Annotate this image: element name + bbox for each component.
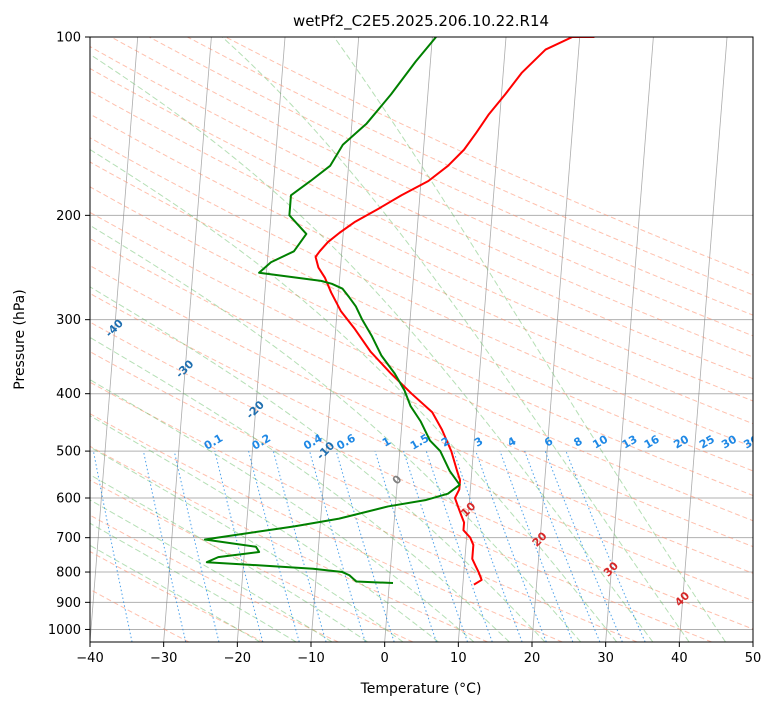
dry-adiabat-line bbox=[110, 37, 753, 337]
isotherm-line bbox=[163, 37, 212, 642]
moist-adiabat-line bbox=[90, 53, 654, 642]
dry-adiabat-line bbox=[148, 37, 753, 316]
plot-frame bbox=[89, 36, 754, 643]
moist-adiabat-line bbox=[333, 37, 726, 642]
dry-adiabat-line bbox=[90, 238, 753, 548]
isotherm-line bbox=[384, 37, 433, 642]
dry-adiabat-line bbox=[90, 514, 339, 642]
mixing-ratio-line bbox=[248, 450, 300, 642]
mixing-ratio-line bbox=[309, 450, 366, 642]
dewpoint-profile-line bbox=[203, 37, 461, 585]
y-tick-label: 900 bbox=[56, 596, 81, 611]
y-tick-label: 600 bbox=[56, 492, 81, 507]
dry-adiabat-line bbox=[90, 381, 638, 642]
y-tick-label: 400 bbox=[56, 387, 81, 402]
x-tick-label: 0 bbox=[381, 651, 389, 666]
y-tick-label: 500 bbox=[56, 445, 81, 460]
temperature-profile-line bbox=[314, 37, 595, 586]
dry-adiabat-line bbox=[90, 292, 753, 602]
x-tick-label: −10 bbox=[297, 651, 324, 666]
y-tick-label: 1000 bbox=[48, 623, 81, 638]
mixing-ratio-line bbox=[335, 450, 395, 642]
mixing-ratio-line bbox=[173, 450, 220, 642]
x-tick-label: 10 bbox=[450, 651, 467, 666]
x-tick-label: −30 bbox=[150, 651, 177, 666]
mixing-ratio-lines bbox=[92, 450, 646, 642]
mixing-ratio-line bbox=[374, 450, 437, 642]
mixing-ratio-line bbox=[425, 450, 493, 642]
mixing-ratio-line bbox=[272, 450, 327, 642]
mixing-ratio-line bbox=[92, 451, 133, 642]
moist-adiabat-line bbox=[90, 446, 404, 642]
moist-adiabat-line bbox=[90, 544, 261, 642]
moist-adiabat-line bbox=[90, 474, 368, 642]
x-tick-label: 20 bbox=[524, 651, 541, 666]
mixing-ratio-line bbox=[403, 450, 468, 642]
mixing-ratio-line bbox=[565, 450, 646, 642]
mixing-ratio-line bbox=[524, 450, 601, 642]
y-axis-label: Pressure (hPa) bbox=[12, 289, 28, 389]
x-tick-label: 30 bbox=[597, 651, 614, 666]
dry-adiabat-line bbox=[90, 479, 414, 642]
x-tick-label: −20 bbox=[224, 651, 251, 666]
x-tick-label: 50 bbox=[745, 651, 762, 666]
x-axis-label: Temperature (°C) bbox=[360, 681, 482, 697]
isotherm-line bbox=[678, 37, 728, 642]
moist-adiabat-line bbox=[90, 286, 546, 642]
y-tick-label: 100 bbox=[56, 31, 81, 46]
dry-adiabat-line bbox=[90, 321, 753, 630]
moist-adiabat-line bbox=[90, 415, 439, 642]
isobar-gridlines bbox=[90, 37, 753, 630]
moist-adiabat-line bbox=[90, 379, 475, 642]
dry-adiabat-line bbox=[90, 413, 563, 642]
mixing-ratio-line bbox=[475, 450, 547, 642]
y-axis: 100 200 300 400 500 600 700 800 900 1000 bbox=[48, 31, 90, 638]
isotherm-lines bbox=[90, 37, 753, 642]
dry-adiabat-line bbox=[90, 211, 753, 522]
isotherm-line bbox=[605, 37, 654, 642]
dry-adiabat-line bbox=[90, 137, 753, 448]
dry-adiabat-line bbox=[90, 186, 753, 497]
sounding-profiles bbox=[203, 37, 595, 586]
y-tick-label: 200 bbox=[56, 209, 81, 224]
dry-adiabat-line bbox=[90, 588, 190, 642]
chart-title: wetPf2_C2E5.2025.206.10.22.R14 bbox=[293, 12, 549, 31]
mixing-ratio-line bbox=[499, 450, 574, 642]
x-tick-label: −40 bbox=[76, 651, 103, 666]
y-tick-label: 300 bbox=[56, 313, 81, 328]
mixing-ratio-line bbox=[544, 450, 623, 642]
x-axis: −40 −30 −20 −10 0 10 20 30 40 50 bbox=[76, 642, 761, 666]
x-tick-label: 40 bbox=[671, 651, 688, 666]
moist-adiabat-lines bbox=[90, 37, 726, 642]
y-tick-label: 800 bbox=[56, 566, 81, 581]
dry-adiabat-line bbox=[187, 37, 753, 296]
plot-area bbox=[90, 37, 753, 642]
isotherm-line bbox=[236, 37, 286, 642]
moist-adiabat-line bbox=[90, 522, 297, 642]
isotherm-line bbox=[531, 37, 581, 642]
mixing-ratio-line bbox=[142, 450, 187, 642]
mixing-ratio-label: 36 bbox=[741, 432, 761, 451]
isotherm-line bbox=[457, 37, 507, 642]
y-tick-label: 700 bbox=[56, 531, 81, 546]
mixing-ratio-line bbox=[453, 450, 523, 642]
isotherm-line bbox=[90, 37, 139, 642]
